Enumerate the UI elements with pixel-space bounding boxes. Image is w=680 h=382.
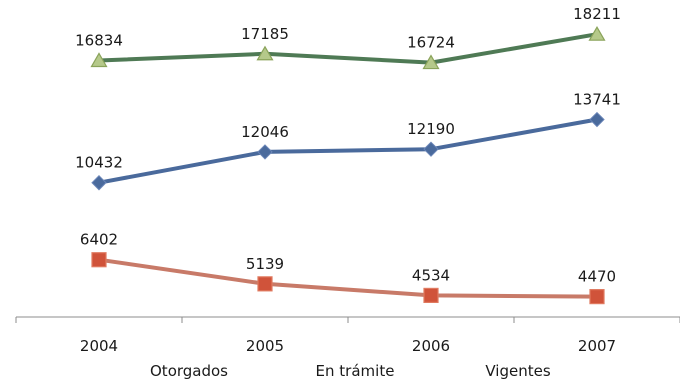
series-line xyxy=(97,117,599,185)
legend-entry: Otorgados xyxy=(150,362,228,380)
legend: Otorgados En trámite Vigentes xyxy=(150,362,551,380)
data-label: 12046 xyxy=(241,123,289,141)
data-label: 16834 xyxy=(75,31,123,49)
data-point-diamond xyxy=(257,144,273,160)
data-point-square xyxy=(423,287,439,304)
legend-entry: Vigentes xyxy=(485,362,550,380)
series-line xyxy=(97,32,599,65)
data-point-triangle xyxy=(90,52,108,68)
x-tick-label: 2006 xyxy=(412,337,450,355)
data-point-diamond xyxy=(589,111,605,128)
data-label: 5139 xyxy=(246,255,284,273)
x-tick-label: 2005 xyxy=(246,337,284,355)
data-point-triangle xyxy=(588,25,606,41)
data-point-triangle xyxy=(256,45,274,61)
data-label: 16724 xyxy=(407,34,455,52)
data-label: 18211 xyxy=(573,5,621,23)
data-point-diamond xyxy=(91,175,107,191)
legend-entry: En trámite xyxy=(316,362,395,380)
data-point-triangle xyxy=(422,54,440,70)
data-label: 17185 xyxy=(241,25,289,43)
x-tick-label: 2004 xyxy=(80,337,118,355)
data-point-square xyxy=(91,252,107,268)
series-line xyxy=(97,257,599,299)
data-label: 4470 xyxy=(578,268,616,286)
data-label: 6402 xyxy=(80,231,118,249)
data-point-square xyxy=(589,289,605,305)
x-tick-label: 2007 xyxy=(578,337,616,355)
data-label: 4534 xyxy=(412,266,450,284)
x-axis: 2004 2005 2006 2007 xyxy=(15,316,680,355)
data-label: 10432 xyxy=(75,154,123,172)
data-label: 12190 xyxy=(407,120,455,138)
data-point-square xyxy=(257,276,273,292)
series-layer: 16834 17185 16724 18211 10432 12046 12190 13741… xyxy=(75,5,621,305)
data-point-diamond xyxy=(423,141,439,157)
data-label: 13741 xyxy=(573,91,621,109)
